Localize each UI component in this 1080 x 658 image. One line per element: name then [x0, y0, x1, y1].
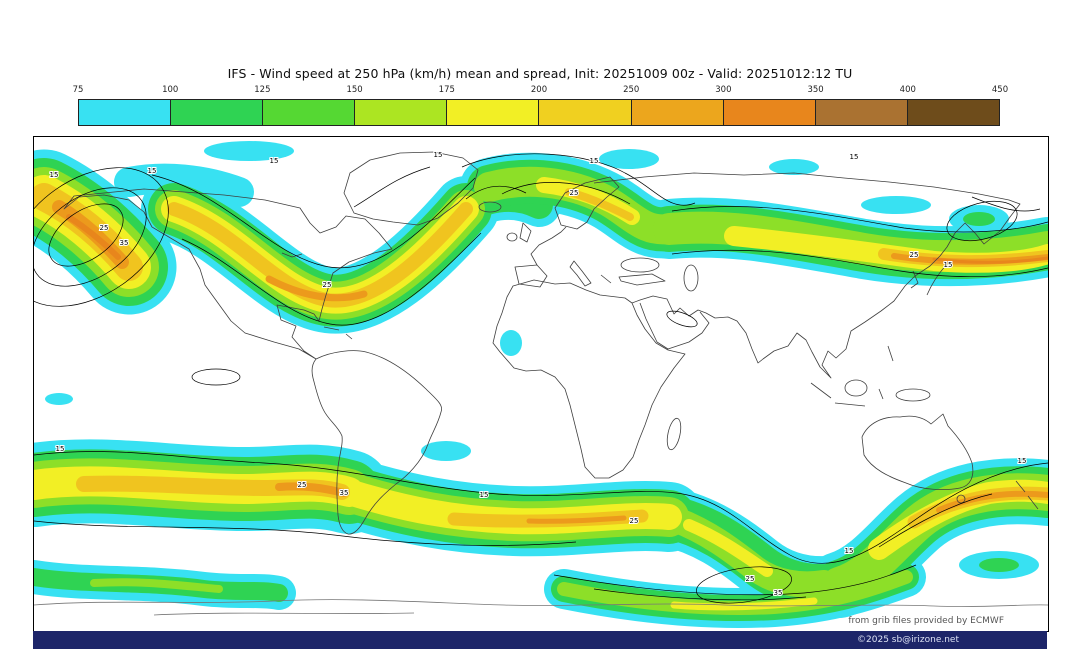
contour-labels-group: 15 15 15 15 15 15 15 15 15 15 15 25 25 25 25 25 25 25 35 35… — [49, 150, 1028, 598]
contour-value-label: 15 — [850, 153, 859, 161]
colorbar-tick-label: 450 — [991, 85, 1009, 95]
colorbar-segment — [539, 100, 632, 125]
contour-value-label: 15 — [1018, 457, 1027, 465]
contour-value-label: 25 — [298, 481, 307, 489]
data-source-attribution: from grib files provided by ECMWF — [848, 616, 1004, 626]
copyright-bar: ©2025 sb@irizone.net — [33, 631, 1047, 649]
colorbar-segment — [355, 100, 448, 125]
coastlines-group — [34, 151, 1048, 616]
copyright-text: ©2025 sb@irizone.net — [857, 635, 959, 645]
colorbar-segment — [907, 100, 999, 125]
contour-value-label: 15 — [56, 445, 65, 453]
windspeed-bands-group — [34, 141, 1048, 629]
colorbar-tick-label: 350 — [807, 85, 824, 95]
colorbar-tick-label: 100 — [162, 85, 179, 95]
contour-value-label: 15 — [845, 547, 854, 555]
colorbar — [78, 99, 1000, 126]
colorbar-tick-label: 250 — [623, 85, 640, 95]
colorbar-tick-label: 150 — [346, 85, 363, 95]
colorbar-segment — [631, 100, 724, 125]
contour-value-label: 25 — [100, 224, 109, 232]
colorbar-tick-label: 75 — [72, 85, 84, 95]
colorbar-tick-label: 400 — [899, 85, 916, 95]
contour-value-label: 35 — [340, 489, 349, 497]
map-frame: 15 15 15 15 15 15 15 15 15 15 15 25 25 25 25 25 25 25 35 35… — [33, 136, 1049, 632]
colorbar-tick-label: 125 — [254, 85, 271, 95]
contour-value-label: 25 — [746, 575, 755, 583]
colorbar-ticks: 75 100 125 150 175 200 250 300 350 400 450 — [73, 85, 1009, 97]
contour-value-label: 15 — [480, 491, 489, 499]
colorbar-segment — [447, 100, 540, 125]
contour-value-label: 25 — [323, 281, 332, 289]
colorbar-segment — [171, 100, 264, 125]
colorbar-tick-label: 300 — [715, 85, 732, 95]
colorbar-segment — [815, 100, 908, 125]
contour-value-label: 25 — [570, 189, 579, 197]
colorbar-segment — [723, 100, 816, 125]
contour-value-label: 15 — [148, 167, 157, 175]
contour-value-label: 15 — [944, 261, 953, 269]
contour-value-label: 35 — [120, 239, 129, 247]
contour-value-label: 15 — [270, 157, 279, 165]
colorbar-segment — [263, 100, 356, 125]
world-map-canvas: 15 15 15 15 15 15 15 15 15 15 15 25 25 25 25 25 25 25 35 35… — [34, 141, 1048, 629]
contour-value-label: 15 — [50, 171, 59, 179]
contour-value-label: 35 — [774, 589, 783, 597]
chart-title: IFS - Wind speed at 250 hPa (km/h) mean … — [227, 66, 853, 81]
colorbar-tick-label: 200 — [530, 85, 548, 95]
colorbar-segment — [79, 100, 172, 125]
contour-value-label: 25 — [910, 251, 919, 259]
contour-value-label: 15 — [590, 157, 599, 165]
contour-value-label: 15 — [434, 151, 443, 159]
contour-lines-group — [34, 153, 1048, 604]
contour-value-label: 25 — [630, 517, 639, 525]
colorbar-tick-label: 175 — [438, 85, 455, 95]
